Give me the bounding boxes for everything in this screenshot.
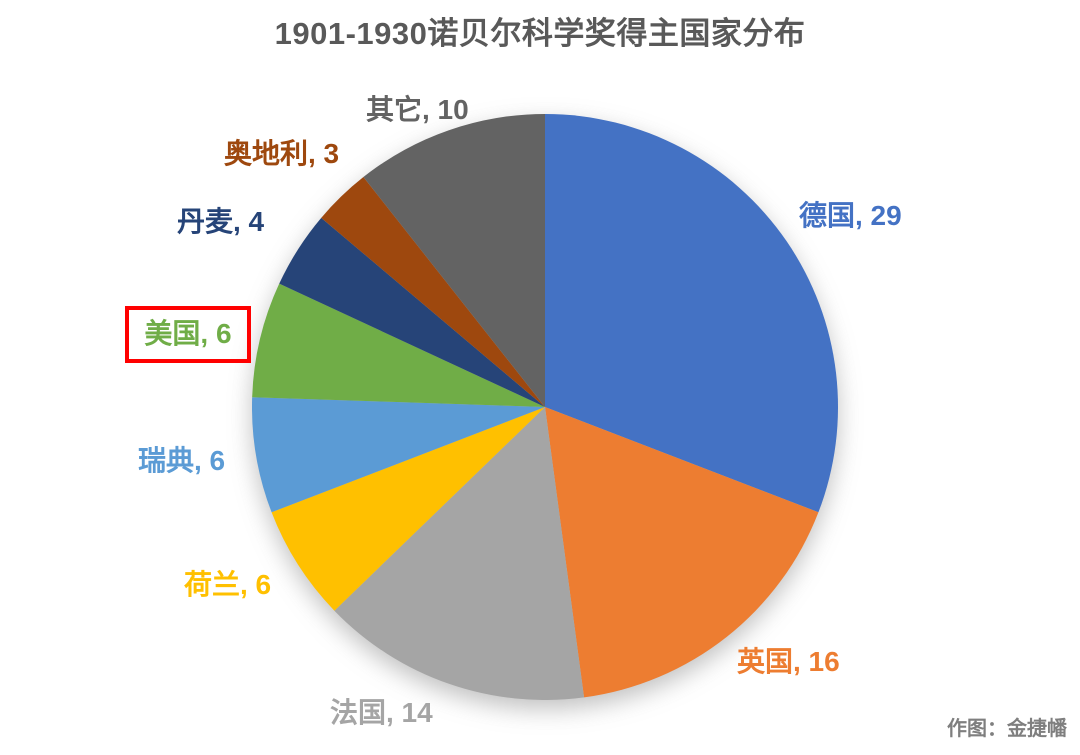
pie-chart — [252, 114, 838, 700]
attribution: 作图：金捷幡 — [947, 718, 1067, 740]
pie-slice-uk — [545, 407, 819, 698]
pie-slice-others — [363, 114, 545, 407]
pie-slice-germany — [545, 114, 838, 513]
slice-label-others: 其它, 10 — [366, 94, 469, 125]
chart-title: 1901-1930诺贝尔科学奖得主国家分布 — [274, 16, 806, 51]
pie-slice-france — [334, 407, 585, 700]
slice-label-denmark: 丹麦, 4 — [177, 206, 265, 237]
slice-label-sweden: 瑞典, 6 — [138, 445, 226, 476]
pie-slice-austria — [321, 177, 545, 407]
slice-label-germany: 德国, 29 — [799, 200, 902, 231]
pie-slice-usa — [252, 283, 545, 407]
slice-label-france: 法国, 14 — [330, 697, 433, 728]
slice-label-usa: 美国, 6 — [144, 318, 232, 350]
slice-label-austria: 奥地利, 3 — [224, 138, 340, 169]
slice-label-uk: 英国, 16 — [737, 646, 840, 677]
slice-label-netherlands: 荷兰, 6 — [184, 569, 272, 600]
highlight-box-usa: 美国, 6 — [125, 306, 251, 363]
pie-slice-denmark — [279, 217, 545, 407]
pie-slice-netherlands — [271, 407, 545, 611]
pie-slice-sweden — [252, 397, 545, 513]
